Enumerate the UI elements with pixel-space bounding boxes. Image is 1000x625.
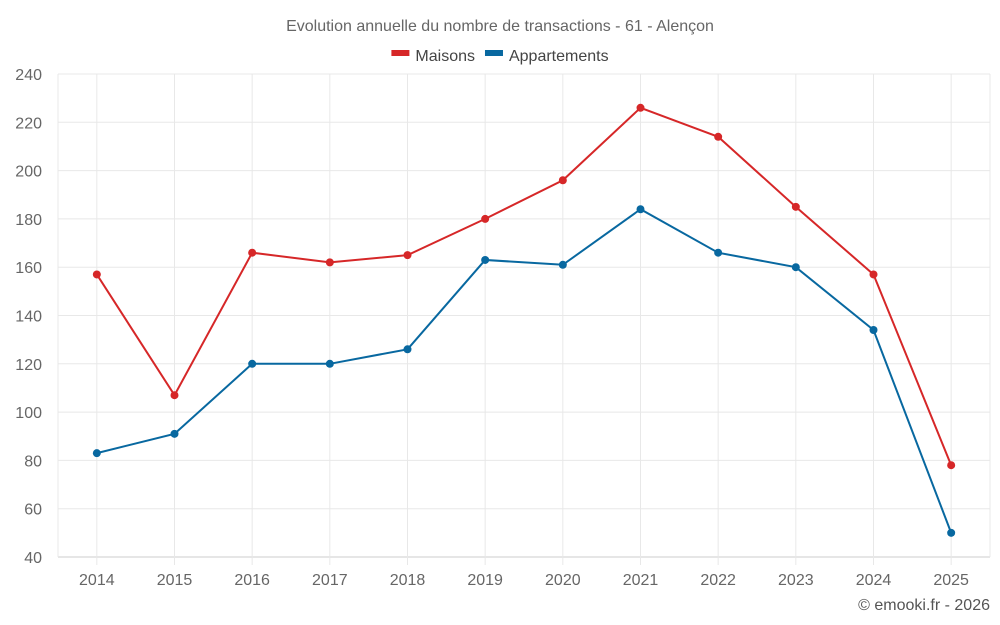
y-axis: 40 60 80 100 120 140 160 180 200 220 240 bbox=[15, 67, 42, 567]
data-point[interactable] bbox=[92, 270, 101, 279]
y-tick-label: 240 bbox=[15, 67, 42, 84]
x-tick-label: 2015 bbox=[157, 572, 193, 589]
x-tick-label: 2021 bbox=[623, 572, 659, 589]
data-point[interactable] bbox=[558, 176, 567, 185]
series-line bbox=[95, 106, 953, 466]
data-point[interactable] bbox=[791, 202, 800, 211]
legend-label: Maisons bbox=[415, 48, 475, 65]
series-group bbox=[92, 103, 956, 537]
legend-swatch bbox=[391, 50, 410, 56]
x-tick-label: 2025 bbox=[933, 572, 969, 589]
series-appartements bbox=[92, 205, 956, 537]
x-axis: 2014 2015 2016 2017 2018 2019 2020 2021 2022 2023… bbox=[79, 572, 969, 589]
x-tick-label: 2016 bbox=[234, 572, 270, 589]
legend-swatch bbox=[484, 50, 503, 56]
legend-item-appartements[interactable]: Appartements bbox=[484, 48, 609, 65]
grid bbox=[57, 73, 991, 565]
legend: Maisons Appartements bbox=[391, 48, 609, 65]
y-tick-label: 120 bbox=[15, 357, 42, 374]
y-tick-label: 80 bbox=[24, 453, 42, 470]
data-point[interactable] bbox=[947, 461, 956, 470]
chart-title: Evolution annuelle du nombre de transact… bbox=[286, 18, 714, 35]
x-tick-label: 2020 bbox=[545, 572, 581, 589]
legend-item-maisons[interactable]: Maisons bbox=[391, 48, 475, 65]
y-tick-label: 180 bbox=[15, 212, 42, 229]
series-line bbox=[96, 208, 953, 534]
x-tick-label: 2023 bbox=[778, 572, 814, 589]
data-point[interactable] bbox=[714, 248, 723, 257]
x-tick-label: 2019 bbox=[467, 572, 503, 589]
data-point[interactable] bbox=[481, 255, 490, 264]
data-point[interactable] bbox=[325, 359, 334, 368]
legend-label: Appartements bbox=[509, 48, 609, 65]
data-point[interactable] bbox=[791, 263, 800, 272]
data-point[interactable] bbox=[403, 251, 412, 260]
y-tick-label: 100 bbox=[15, 405, 42, 422]
data-point[interactable] bbox=[481, 214, 490, 223]
data-point[interactable] bbox=[325, 258, 334, 267]
y-tick-label: 200 bbox=[15, 164, 42, 181]
x-tick-label: 2022 bbox=[700, 572, 736, 589]
data-point[interactable] bbox=[248, 359, 257, 368]
data-point[interactable] bbox=[714, 132, 723, 141]
x-tick-label: 2018 bbox=[390, 572, 426, 589]
y-tick-label: 40 bbox=[24, 550, 42, 567]
data-point[interactable] bbox=[92, 449, 101, 458]
y-tick-label: 140 bbox=[15, 309, 42, 326]
y-tick-label: 60 bbox=[24, 502, 42, 519]
data-point[interactable] bbox=[947, 528, 956, 537]
y-tick-label: 220 bbox=[15, 115, 42, 132]
series-maisons bbox=[92, 103, 956, 470]
data-point[interactable] bbox=[248, 248, 257, 257]
data-point[interactable] bbox=[869, 270, 878, 279]
x-tick-label: 2014 bbox=[79, 572, 115, 589]
data-point[interactable] bbox=[636, 205, 645, 214]
x-tick-label: 2024 bbox=[856, 572, 892, 589]
data-point[interactable] bbox=[170, 391, 179, 400]
copyright-footer: © emooki.fr - 2026 bbox=[858, 597, 990, 614]
data-point[interactable] bbox=[403, 345, 412, 354]
data-point[interactable] bbox=[170, 429, 179, 438]
y-tick-label: 160 bbox=[15, 260, 42, 277]
x-tick-label: 2017 bbox=[312, 572, 348, 589]
data-point[interactable] bbox=[869, 325, 878, 334]
data-point[interactable] bbox=[636, 103, 645, 112]
data-point[interactable] bbox=[558, 260, 567, 269]
